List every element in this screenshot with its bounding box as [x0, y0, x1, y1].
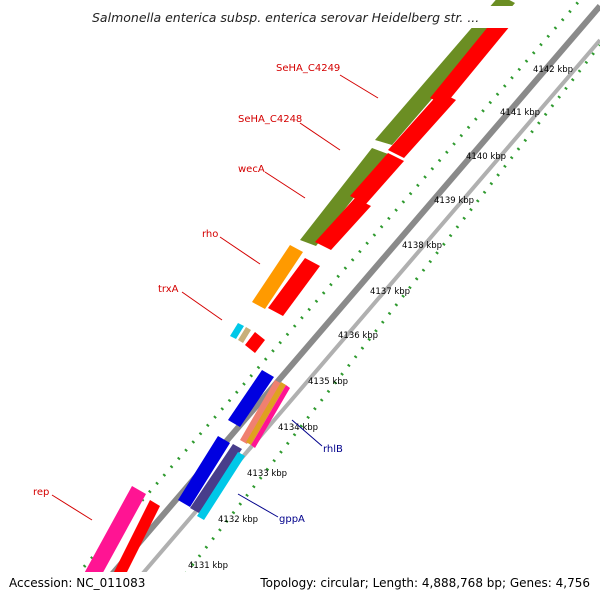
gene-gold-rhlB [246, 382, 286, 445]
scale-tick-4138: 4138 kbp [402, 241, 442, 251]
accession-text: Accession: NC_011083 [9, 576, 145, 590]
scale-tick-4136: 4136 kbp [338, 331, 378, 341]
scale-labels: 4131 kbp 4132 kbp 4133 kbp 4134 kbp 4135… [188, 65, 573, 571]
gene-red-5 [268, 258, 320, 316]
gene-red-1 [430, 12, 515, 105]
scale-tick-4133: 4133 kbp [247, 469, 287, 479]
backbone [87, 4, 600, 600]
gene-cyan-small [230, 323, 244, 339]
label-SeHA_C4248: SeHA_C4248 [238, 114, 302, 125]
gene-pink-rep [75, 486, 146, 598]
scale-track [163, 44, 600, 600]
scale-tick-4131: 4131 kbp [188, 561, 228, 571]
gene-red-3 [350, 153, 404, 204]
gene-labels: SeHA_C4249 SeHA_C4248 wecA rho trxA rep … [33, 63, 379, 525]
gene-cyan-1 [197, 452, 245, 520]
label-rho: rho [202, 229, 218, 240]
gene-green-wecA [300, 148, 388, 246]
label-wecA: wecA [238, 164, 265, 175]
map-title: Salmonella enterica subsp. enterica sero… [92, 10, 479, 25]
scale-tick-4135: 4135 kbp [308, 377, 348, 387]
gene-salmon-rhlB [240, 380, 282, 444]
gene-red-4 [315, 198, 371, 250]
topology-summary: Topology: circular; Length: 4,888,768 bp… [259, 576, 590, 590]
scale-tick-4139: 4139 kbp [434, 196, 474, 206]
scale-tick-4142: 4142 kbp [533, 65, 573, 75]
scale-tick-4134: 4134 kbp [278, 423, 318, 433]
label-rep: rep [33, 487, 49, 498]
gene-blue-1 [228, 370, 274, 427]
gene-pink-rhlB [251, 385, 290, 448]
gene-red-6 [245, 332, 265, 353]
gene-orange-rho [252, 245, 303, 309]
scale-tick-4141: 4141 kbp [500, 108, 540, 118]
gene-blue-2 [178, 436, 230, 507]
gene-red-2 [388, 92, 456, 158]
gene-green-SeHA_C4249 [375, 0, 515, 145]
label-SeHA_C4249: SeHA_C4249 [276, 63, 340, 74]
label-rhlB: rhlB [323, 444, 343, 455]
label-trxA: trxA [158, 284, 179, 295]
scale-tick-4137: 4137 kbp [370, 287, 410, 297]
gene-tan-small [238, 327, 251, 343]
gene-track [75, 0, 515, 600]
scale-tick-4140: 4140 kbp [466, 152, 506, 162]
gene-navy-gppA [190, 444, 242, 513]
scale-tick-4132: 4132 kbp [218, 515, 258, 525]
label-gppA: gppA [279, 514, 305, 525]
